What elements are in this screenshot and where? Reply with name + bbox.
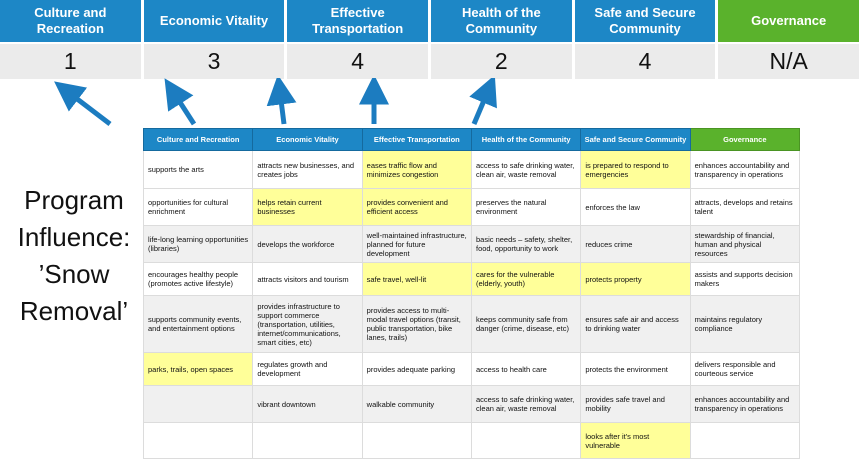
matrix-header-economic-vitality: Economic Vitality xyxy=(252,128,363,151)
summary-header-row: Culture and Recreation Economic Vitality… xyxy=(0,0,859,42)
summary-header-label: Health of the Community xyxy=(461,4,541,36)
summary-header-health-community: Health of the Community xyxy=(431,0,572,42)
summary-header-economic-vitality: Economic Vitality xyxy=(143,0,285,42)
matrix-cell: supports the arts xyxy=(142,150,254,189)
matrix-cell: maintains regulatory compliance xyxy=(689,295,801,353)
matrix-cell: attracts, develops and retains talent xyxy=(689,188,801,226)
matrix-header-governance: Governance xyxy=(689,128,801,151)
summary-header-governance: Governance xyxy=(718,0,859,42)
matrix-cell: enforces the law xyxy=(580,188,691,226)
score-culture-recreation: 1 xyxy=(0,44,141,79)
score-governance: N/A xyxy=(718,44,859,79)
summary-header-label: Effective Transportation xyxy=(312,4,404,36)
arrow-icon xyxy=(266,78,297,125)
matrix-cell: attracts visitors and tourism xyxy=(252,262,363,296)
priorities-matrix: Culture and Recreation Economic Vitality… xyxy=(142,128,801,459)
matrix-cell: life-long learning opportunities (librar… xyxy=(142,225,254,263)
arrow-icon xyxy=(164,78,197,126)
matrix-header-culture-recreation: Culture and Recreation xyxy=(142,128,254,151)
matrix-cell: vibrant downtown xyxy=(252,385,363,423)
page-title: Program Influence: ’Snow Removal’ xyxy=(17,185,131,326)
matrix-cell: ensures safe air and access to drinking … xyxy=(580,295,691,353)
matrix-cell: regulates growth and development xyxy=(252,352,363,386)
matrix-cell: safe travel, well-lit xyxy=(361,262,472,296)
matrix-cell xyxy=(689,422,801,459)
matrix-cell xyxy=(252,422,363,459)
summary-header-label: Economic Vitality xyxy=(159,12,269,28)
matrix-cell: protects the environment xyxy=(580,352,691,386)
table-row: supports community events, and entertain… xyxy=(142,295,801,353)
matrix-cell: reduces crime xyxy=(580,225,691,263)
table-row: opportunities for cultural enrichment he… xyxy=(142,188,801,226)
matrix-cell: enhances accountability and transparency… xyxy=(689,150,801,189)
matrix-cell: provides adequate parking xyxy=(361,352,472,386)
summary-header-label: Safe and Secure Community xyxy=(594,4,696,36)
score-effective-transportation: 4 xyxy=(287,44,428,79)
matrix-cell xyxy=(361,422,472,459)
matrix-header-effective-transportation: Effective Transportation xyxy=(361,128,472,151)
matrix-cell: basic needs – safety, shelter, food, opp… xyxy=(470,225,582,263)
matrix-cell: supports community events, and entertain… xyxy=(142,295,254,353)
table-row: vibrant downtown walkable community acce… xyxy=(142,385,801,423)
matrix-cell: stewardship of financial, human and phys… xyxy=(689,225,801,263)
matrix-header-health-community: Health of the Community xyxy=(470,128,582,151)
arrow-icon xyxy=(54,81,112,126)
matrix-cell: helps retain current businesses xyxy=(252,188,363,226)
table-row: encourages healthy people (promotes acti… xyxy=(142,262,801,296)
matrix-cell: opportunities for cultural enrichment xyxy=(142,188,254,226)
matrix-cell: walkable community xyxy=(361,385,472,423)
matrix-cell xyxy=(470,422,582,459)
score-economic-vitality: 3 xyxy=(143,44,285,79)
summary-header-label: Culture and Recreation xyxy=(34,4,107,36)
arrow-icon xyxy=(469,78,497,125)
table-row: life-long learning opportunities (librar… xyxy=(142,225,801,263)
matrix-cell: assists and supports decision makers xyxy=(689,262,801,296)
matrix-cell xyxy=(142,422,254,459)
table-row: supports the arts attracts new businesse… xyxy=(142,150,801,189)
score-safe-secure-community: 4 xyxy=(574,44,716,79)
matrix-cell: parks, trails, open spaces xyxy=(142,352,254,386)
matrix-cell: access to health care xyxy=(470,352,582,386)
score-health-community: 2 xyxy=(431,44,572,79)
matrix-cell: access to safe drinking water, clean air… xyxy=(470,385,582,423)
matrix-cell: is prepared to respond to emergencies xyxy=(580,150,691,189)
matrix-cell: provides access to multi-modal travel op… xyxy=(361,295,472,353)
matrix-cell: develops the workforce xyxy=(252,225,363,263)
score-row: 1 3 4 2 4 N/A xyxy=(0,44,859,79)
matrix-cell: enhances accountability and transparency… xyxy=(689,385,801,423)
matrix-cell: provides convenient and efficient access xyxy=(361,188,472,226)
matrix-cell: cares for the vulnerable (elderly, youth… xyxy=(470,262,582,296)
matrix-cell: access to safe drinking water, clean air… xyxy=(470,150,582,189)
matrix-cell: eases traffic flow and minimizes congest… xyxy=(361,150,472,189)
matrix-cell: delivers responsible and courteous servi… xyxy=(689,352,801,386)
matrix-cell: preserves the natural environment xyxy=(470,188,582,226)
matrix-cell: provides safe travel and mobility xyxy=(580,385,691,423)
matrix-cell: looks after it's most vulnerable xyxy=(580,422,691,459)
matrix-header-safe-secure-community: Safe and Secure Community xyxy=(580,128,691,151)
summary-header-effective-transportation: Effective Transportation xyxy=(287,0,428,42)
influence-arrows xyxy=(54,78,497,126)
matrix-cell: attracts new businesses, and creates job… xyxy=(252,150,363,189)
summary-header-culture-recreation: Culture and Recreation xyxy=(0,0,141,42)
matrix-cell: keeps community safe from danger (crime,… xyxy=(470,295,582,353)
matrix-cell: provides infrastructure to support comme… xyxy=(252,295,363,353)
matrix-cell xyxy=(142,385,254,423)
matrix-cell: protects property xyxy=(580,262,691,296)
table-row: parks, trails, open spaces regulates gro… xyxy=(142,352,801,386)
matrix-cell: well-maintained infrastructure, planned … xyxy=(361,225,472,263)
summary-header-safe-secure-community: Safe and Secure Community xyxy=(574,0,716,42)
summary-header-label: Governance xyxy=(751,12,827,28)
matrix-cell: encourages healthy people (promotes acti… xyxy=(142,262,254,296)
table-row: looks after it's most vulnerable xyxy=(142,422,801,459)
